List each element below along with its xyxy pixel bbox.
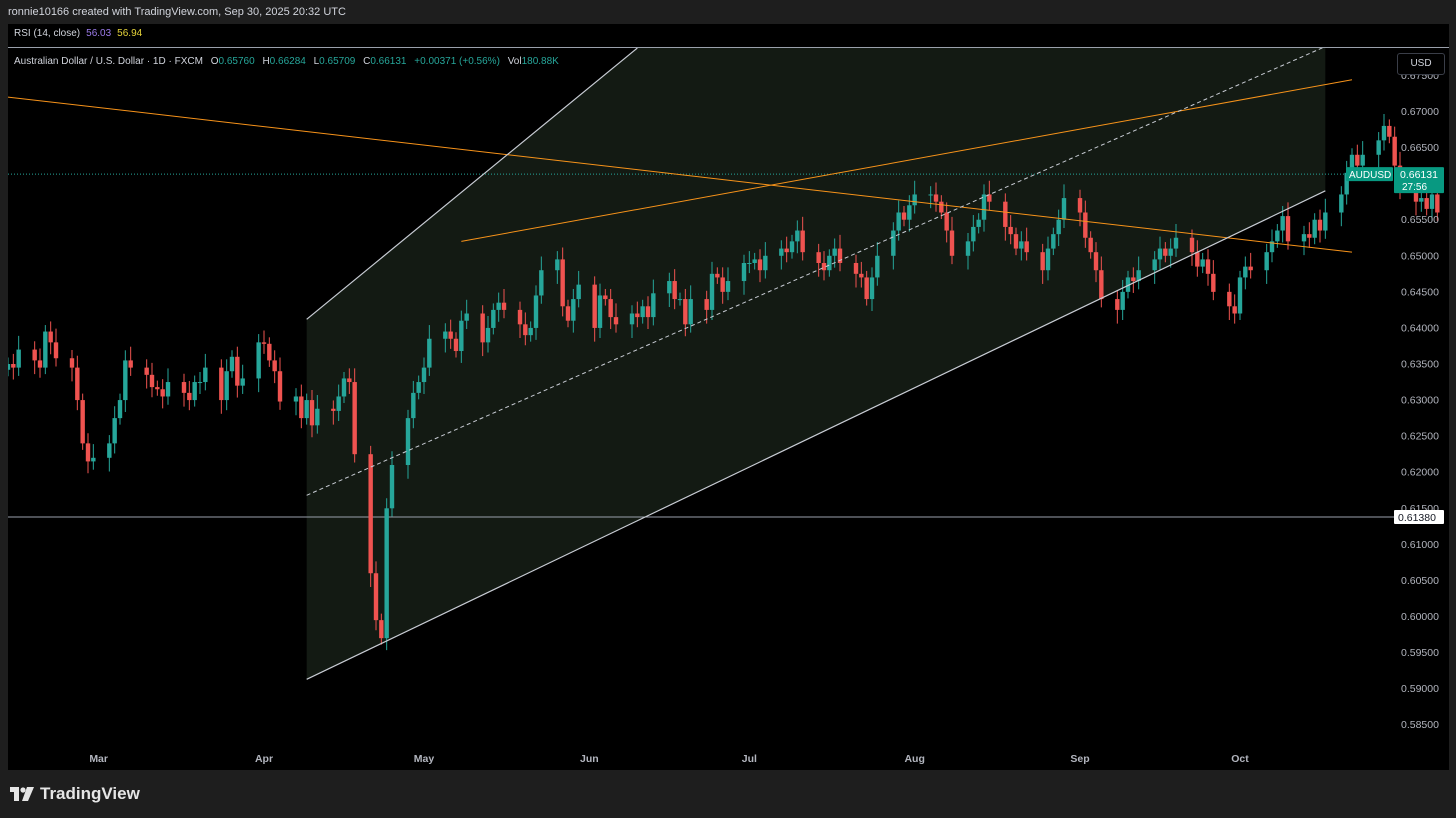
credit-text: ronnie10166 created with TradingView.com… [8, 6, 346, 18]
close-value: 0.66131 [370, 56, 407, 67]
change-value: +0.00371 (+0.56%) [414, 56, 500, 67]
candle-body [1451, 212, 1455, 226]
pane-separator[interactable] [8, 47, 1449, 48]
high-label: H [262, 56, 270, 67]
currency-button[interactable]: USD [1397, 53, 1445, 75]
volume-label: Vol [507, 56, 522, 67]
top-bar: ronnie10166 created with TradingView.com… [0, 0, 1456, 24]
rsi-value-2: 56.94 [117, 28, 143, 39]
rsi-indicator-legend[interactable]: RSI (14, close) 56.03 56.94 [14, 28, 142, 39]
rsi-label: RSI (14, close) [14, 28, 81, 39]
tradingview-logo[interactable]: TradingView [10, 784, 140, 804]
footer [0, 770, 1456, 818]
symbol-name[interactable]: Australian Dollar / U.S. Dollar · 1D · F… [14, 56, 203, 67]
high-value: 0.66284 [269, 56, 306, 67]
volume-value: 180.88K [521, 56, 559, 67]
chart-frame[interactable] [8, 24, 1449, 770]
symbol-legend: Australian Dollar / U.S. Dollar · 1D · F… [14, 56, 559, 67]
low-label: L [313, 56, 320, 67]
open-label: O [210, 56, 219, 67]
rsi-value-1: 56.03 [86, 28, 112, 39]
tradingview-logo-icon [10, 787, 34, 801]
low-value: 0.65709 [319, 56, 356, 67]
logo-text: TradingView [40, 784, 140, 803]
close-label: C [363, 56, 371, 67]
candle [1451, 204, 1455, 240]
open-value: 0.65760 [218, 56, 255, 67]
